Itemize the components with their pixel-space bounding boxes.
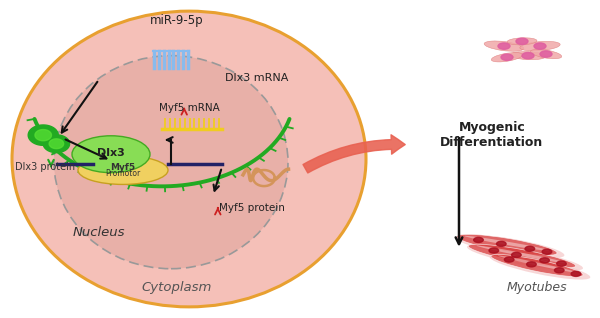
Circle shape	[557, 261, 566, 266]
Polygon shape	[43, 135, 70, 153]
Ellipse shape	[468, 244, 576, 268]
Text: Dlx3 protein: Dlx3 protein	[15, 162, 75, 172]
Circle shape	[516, 38, 528, 45]
Text: Cytoplasm: Cytoplasm	[142, 281, 212, 294]
Circle shape	[496, 241, 506, 246]
Text: Myf5 mRNA: Myf5 mRNA	[159, 103, 220, 113]
Ellipse shape	[510, 52, 546, 60]
Ellipse shape	[12, 11, 366, 307]
Ellipse shape	[498, 255, 576, 273]
Ellipse shape	[72, 136, 150, 173]
Ellipse shape	[455, 235, 565, 258]
Circle shape	[542, 249, 552, 254]
Circle shape	[522, 52, 534, 59]
Ellipse shape	[464, 236, 550, 251]
Text: Myf5: Myf5	[110, 163, 136, 172]
Circle shape	[525, 246, 535, 251]
Ellipse shape	[530, 49, 562, 59]
Text: Myotubes: Myotubes	[506, 281, 568, 294]
FancyArrowPatch shape	[303, 135, 405, 173]
Text: Myf5 protein: Myf5 protein	[219, 203, 285, 213]
Circle shape	[540, 51, 552, 57]
Ellipse shape	[520, 41, 560, 51]
Circle shape	[554, 268, 564, 273]
Ellipse shape	[490, 255, 590, 280]
Ellipse shape	[491, 254, 583, 277]
Circle shape	[527, 262, 536, 267]
Circle shape	[540, 258, 550, 263]
Text: Promotor: Promotor	[106, 169, 140, 178]
Text: Dlx3 mRNA: Dlx3 mRNA	[225, 73, 289, 83]
Circle shape	[473, 238, 483, 243]
Text: miR-9-5p: miR-9-5p	[150, 14, 204, 27]
Ellipse shape	[457, 234, 557, 255]
Circle shape	[498, 43, 510, 49]
Ellipse shape	[54, 56, 288, 269]
Circle shape	[505, 257, 514, 262]
Polygon shape	[28, 125, 58, 145]
Ellipse shape	[507, 38, 537, 45]
Circle shape	[512, 252, 521, 258]
Circle shape	[501, 54, 513, 60]
Circle shape	[571, 271, 581, 276]
Ellipse shape	[491, 52, 523, 62]
Text: Dlx3: Dlx3	[97, 148, 125, 158]
Circle shape	[534, 43, 546, 49]
Ellipse shape	[476, 245, 568, 263]
Text: Myogenic
Differentiation: Myogenic Differentiation	[440, 121, 544, 149]
Ellipse shape	[484, 41, 524, 51]
Circle shape	[489, 248, 499, 253]
Polygon shape	[35, 129, 52, 141]
Polygon shape	[49, 139, 64, 149]
Text: Nucleus: Nucleus	[73, 226, 125, 238]
Ellipse shape	[467, 245, 583, 271]
Ellipse shape	[78, 156, 168, 184]
